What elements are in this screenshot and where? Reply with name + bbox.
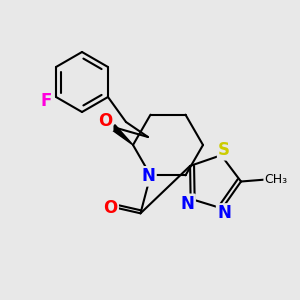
Text: F: F bbox=[40, 92, 52, 110]
Text: N: N bbox=[217, 205, 231, 223]
Polygon shape bbox=[111, 125, 133, 145]
Text: CH₃: CH₃ bbox=[264, 173, 288, 186]
Text: O: O bbox=[98, 112, 112, 130]
Text: N: N bbox=[181, 195, 195, 213]
Text: O: O bbox=[103, 199, 118, 217]
Text: S: S bbox=[218, 141, 230, 159]
Text: N: N bbox=[142, 167, 155, 185]
